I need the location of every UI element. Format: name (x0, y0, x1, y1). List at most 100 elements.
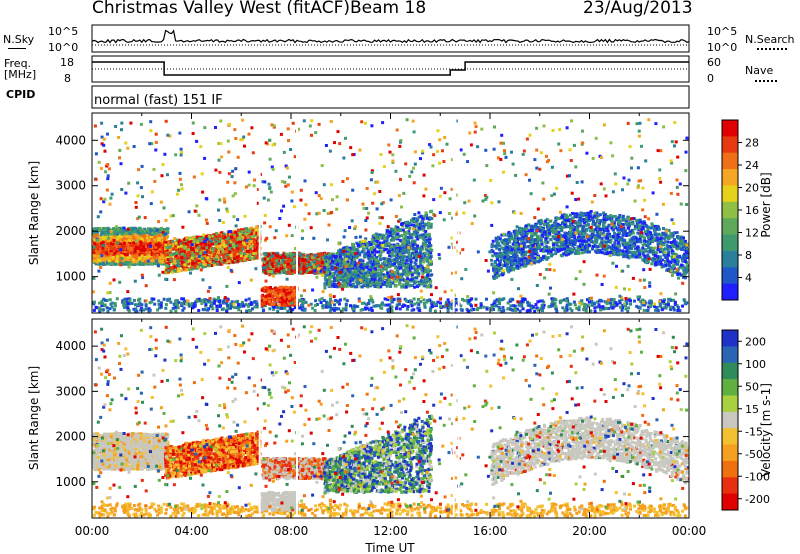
heatmap-cell (158, 248, 162, 252)
heatmap-cell (155, 235, 159, 239)
heatmap-cell (407, 284, 411, 288)
heatmap-cell (301, 258, 305, 262)
heatmap-cell (142, 229, 146, 233)
heatmap-cell (408, 226, 412, 230)
heatmap-cell (156, 231, 160, 235)
heatmap-cell (150, 246, 154, 250)
heatmap-cell (225, 240, 229, 244)
beam-label: Beam 18 (350, 0, 427, 18)
heatmap-cell (225, 247, 229, 251)
heatmap-cell (136, 258, 140, 262)
noise-tick-left-top: 10^5 (48, 25, 78, 38)
heatmap-cell (141, 262, 145, 265)
heatmap-cell (154, 232, 158, 236)
heatmap-cell (111, 227, 115, 231)
heatmap-cell (141, 230, 145, 234)
heatmap-cell (228, 250, 232, 254)
heatmap-cell (166, 258, 170, 262)
heatmap-cell (139, 249, 143, 253)
heatmap-cell (123, 261, 127, 265)
heatmap-cell (136, 231, 140, 235)
heatmap-cell (306, 254, 310, 258)
heatmap-cell (302, 267, 306, 271)
heatmap-cell (400, 234, 404, 238)
heatmap-cell (120, 232, 124, 236)
heatmap-cell (177, 259, 181, 262)
heatmap-cell (154, 243, 158, 247)
heatmap-cell (149, 260, 153, 264)
heatmap-cell (165, 252, 169, 256)
heatmap-cell (163, 229, 167, 233)
heatmap-cell (129, 261, 133, 264)
heatmap-cell (132, 256, 136, 260)
heatmap-cell (196, 265, 200, 269)
heatmap-cell (223, 235, 227, 239)
heatmap-cell (254, 225, 258, 229)
heatmap-cell (104, 251, 108, 255)
heatmap-cell (269, 270, 273, 273)
heatmap-cell (320, 261, 324, 264)
heatmap-cell (93, 242, 97, 246)
heatmap-cell (201, 265, 205, 269)
heatmap-cell (298, 267, 302, 271)
heatmap-cell (146, 228, 150, 232)
heatmap-cell (408, 254, 412, 258)
heatmap-cell (165, 263, 169, 267)
heatmap-cell (421, 233, 425, 237)
heatmap-cell (276, 254, 280, 258)
heatmap-cell (185, 263, 189, 267)
heatmap-cell (110, 252, 114, 256)
heatmap-cell (109, 247, 113, 251)
heatmap-cell (123, 239, 127, 243)
heatmap-cell (299, 253, 303, 257)
heatmap-cell (118, 246, 122, 249)
heatmap-cell (417, 284, 421, 287)
heatmap-cell (137, 255, 141, 258)
heatmap-cell (214, 247, 218, 251)
heatmap-cell (128, 235, 132, 238)
heatmap-cell (99, 238, 102, 242)
heatmap-cell (160, 254, 164, 258)
heatmap-cell (175, 265, 179, 269)
heatmap-cell (151, 239, 155, 243)
heatmap-cell (150, 262, 154, 266)
heatmap-cell (92, 233, 96, 237)
heatmap-cell (94, 227, 98, 231)
heatmap-cell (120, 226, 124, 230)
heatmap-cell (211, 247, 215, 251)
heatmap-cell (98, 262, 102, 266)
heatmap-cell (152, 255, 156, 259)
heatmap-cell (153, 241, 157, 245)
heatmap-cell (103, 253, 106, 257)
heatmap-cell (255, 256, 259, 260)
heatmap-cell (406, 264, 409, 268)
heatmap-cell (161, 246, 165, 250)
heatmap-cell (113, 255, 117, 259)
heatmap-cell (230, 235, 234, 239)
heatmap-cell (413, 285, 417, 289)
heatmap-cell (195, 252, 199, 256)
heatmap-cell (142, 245, 146, 249)
heatmap-cell (153, 235, 157, 239)
heatmap-cell (160, 228, 164, 232)
heatmap-cell (129, 256, 133, 260)
heatmap-cell (159, 246, 163, 250)
heatmap-cell (352, 258, 356, 262)
heatmap-cell (104, 257, 108, 261)
heatmap-cell (385, 229, 389, 233)
heatmap-cell (157, 241, 161, 244)
heatmap-cell (159, 252, 163, 256)
heatmap-cell (192, 266, 196, 270)
nsearch-label: N.Search (745, 33, 795, 46)
heatmap-cell (92, 254, 96, 258)
heatmap-cell (173, 244, 177, 248)
heatmap-cell (96, 258, 100, 262)
heatmap-cell (235, 244, 239, 248)
heatmap-cell (241, 259, 245, 263)
heatmap-cell (179, 264, 183, 267)
heatmap-cell (112, 259, 116, 263)
heatmap-cell (254, 248, 258, 252)
heatmap-cell (153, 227, 157, 230)
heatmap-cell (122, 241, 126, 245)
heatmap-cell (314, 254, 317, 257)
